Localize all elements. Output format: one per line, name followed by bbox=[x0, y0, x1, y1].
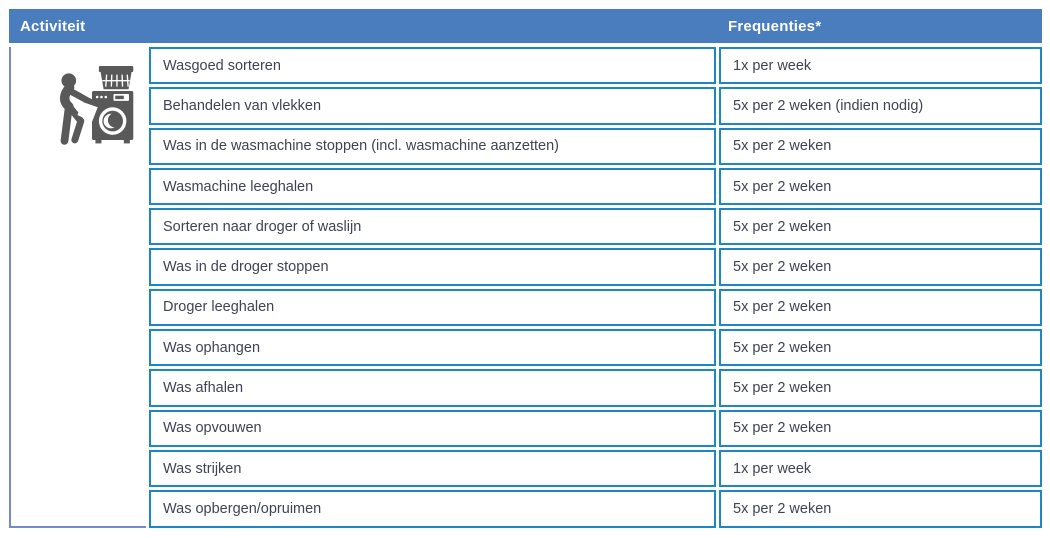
person-loading-washing-machine-icon bbox=[59, 66, 133, 145]
frequency-cell: 5x per 2 weken bbox=[719, 409, 1042, 447]
frequency-cell: 5x per 2 weken bbox=[719, 127, 1042, 165]
frequency-cell: 5x per 2 weken bbox=[719, 248, 1042, 286]
activity-cell: Sorteren naar droger of waslijn bbox=[149, 208, 716, 246]
activity-cell: Wasmachine leeghalen bbox=[149, 167, 716, 206]
frequency-cell: 5x per 2 weken bbox=[719, 288, 1042, 327]
activity-cell: Was in de wasmachine stoppen (incl. wasm… bbox=[149, 127, 716, 165]
table-header-row: Activiteit Frequenties* bbox=[9, 9, 1042, 43]
activity-cell: Was in de droger stoppen bbox=[149, 248, 716, 286]
activity-cell: Was opbergen/opruimen bbox=[149, 490, 716, 528]
frequency-cell: 1x per week bbox=[719, 449, 1042, 488]
activity-cell: Was opvouwen bbox=[149, 409, 716, 447]
frequency-cell: 1x per week bbox=[719, 47, 1042, 85]
frequency-cell: 5x per 2 weken bbox=[719, 369, 1042, 407]
activity-cell: Behandelen van vlekken bbox=[149, 87, 716, 125]
category-icon-cell bbox=[9, 47, 146, 528]
activity-cell: Wasgoed sorteren bbox=[149, 47, 716, 85]
frequency-cell: 5x per 2 weken bbox=[719, 329, 1042, 367]
frequency-cell: 5x per 2 weken bbox=[719, 490, 1042, 528]
frequency-cell: 5x per 2 weken (indien nodig) bbox=[719, 87, 1042, 125]
frequency-cell: 5x per 2 weken bbox=[719, 167, 1042, 206]
table-body: Wasgoed sorteren 1x per week Behandelen va… bbox=[9, 47, 1042, 528]
column-header-activity: Activiteit bbox=[20, 17, 86, 35]
column-header-frequency: Frequenties* bbox=[728, 17, 822, 35]
laundry-activity-table: Activiteit Frequenties* bbox=[9, 9, 1042, 528]
activity-cell: Droger leeghalen bbox=[149, 288, 716, 327]
frequency-cell: 5x per 2 weken bbox=[719, 208, 1042, 246]
activity-cell: Was afhalen bbox=[149, 369, 716, 407]
activity-cell: Was strijken bbox=[149, 449, 716, 488]
activity-cell: Was ophangen bbox=[149, 329, 716, 367]
